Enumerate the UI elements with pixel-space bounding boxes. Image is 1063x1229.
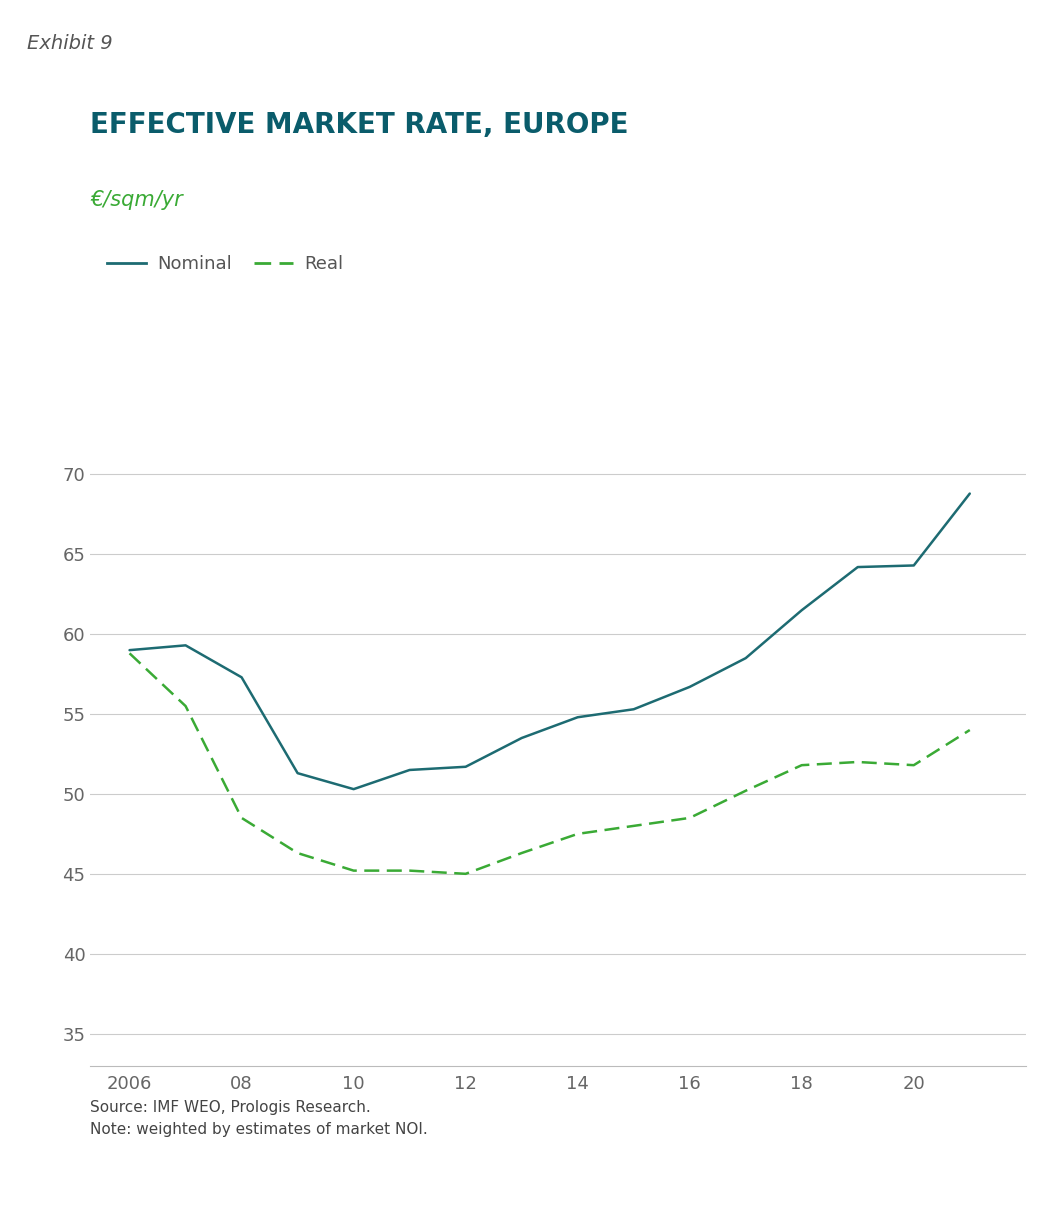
Text: Source: IMF WEO, Prologis Research.
Note: weighted by estimates of market NOI.: Source: IMF WEO, Prologis Research. Note… (90, 1100, 428, 1137)
Text: Exhibit 9: Exhibit 9 (27, 34, 113, 53)
Text: €/sqm/yr: €/sqm/yr (90, 190, 183, 210)
Text: EFFECTIVE MARKET RATE, EUROPE: EFFECTIVE MARKET RATE, EUROPE (90, 111, 629, 139)
Legend: Nominal, Real: Nominal, Real (99, 248, 351, 280)
